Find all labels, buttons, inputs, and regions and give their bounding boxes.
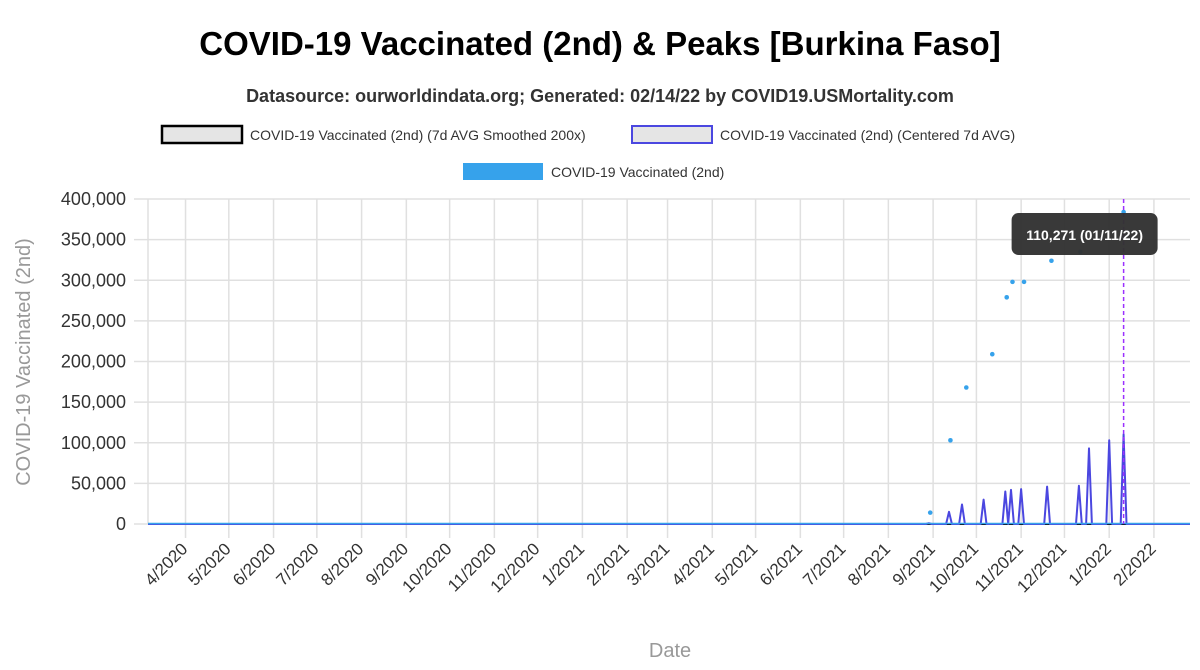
x-tick-label: 7/2020 bbox=[272, 539, 322, 589]
legend-swatch-centered[interactable] bbox=[631, 125, 713, 144]
x-tick-label: 2/2022 bbox=[1110, 539, 1160, 589]
x-tick-label: 1/2021 bbox=[538, 539, 588, 589]
daily-point bbox=[989, 351, 995, 357]
x-axis-label: Date bbox=[649, 640, 691, 662]
legend-swatch-smoothed[interactable] bbox=[160, 124, 244, 145]
x-tick-label: 4/2021 bbox=[668, 539, 718, 589]
x-tick-label: 7/2021 bbox=[799, 539, 849, 589]
legend-label-daily[interactable]: COVID-19 Vaccinated (2nd) bbox=[551, 164, 724, 180]
daily-point bbox=[964, 385, 969, 390]
x-tick-label: 6/2021 bbox=[756, 539, 806, 589]
daily-point bbox=[1004, 295, 1010, 300]
daily-point bbox=[948, 438, 953, 443]
x-tick-label: 5/2020 bbox=[184, 539, 234, 589]
legend-label-centered[interactable]: COVID-19 Vaccinated (2nd) (Centered 7d A… bbox=[720, 127, 1015, 143]
daily-point bbox=[1049, 258, 1054, 264]
x-tick-label: 8/2020 bbox=[317, 539, 367, 589]
legend-swatch-daily[interactable] bbox=[463, 163, 543, 180]
x-tick-label: 5/2021 bbox=[711, 539, 761, 589]
daily-point bbox=[1021, 279, 1027, 285]
y-tick-label: 0 bbox=[116, 514, 126, 534]
legend: COVID-19 Vaccinated (2nd) (7d AVG Smooth… bbox=[160, 124, 1015, 180]
daily-point bbox=[1010, 279, 1015, 285]
x-tick-label: 6/2020 bbox=[229, 539, 279, 589]
overlay: 110,271 (01/11/22) bbox=[1011, 199, 1158, 524]
x-axis-ticks: 4/20205/20206/20207/20208/20209/202010/2… bbox=[141, 539, 1160, 596]
y-tick-label: 50,000 bbox=[71, 473, 126, 493]
y-tick-label: 250,000 bbox=[61, 311, 126, 331]
chart-title: COVID-19 Vaccinated (2nd) & Peaks [Burki… bbox=[199, 25, 1000, 62]
x-tick-label: 8/2021 bbox=[844, 539, 894, 589]
daily-point bbox=[927, 510, 933, 515]
chart-subtitle: Datasource: ourworldindata.org; Generate… bbox=[246, 86, 954, 106]
tooltip-text: 110,271 (01/11/22) bbox=[1026, 227, 1143, 243]
x-tick-label: 3/2021 bbox=[623, 539, 673, 589]
y-tick-label: 350,000 bbox=[61, 230, 126, 250]
y-tick-label: 200,000 bbox=[61, 352, 126, 372]
y-tick-label: 300,000 bbox=[61, 270, 126, 290]
legend-label-smoothed[interactable]: COVID-19 Vaccinated (2nd) (7d AVG Smooth… bbox=[250, 127, 586, 143]
series bbox=[148, 209, 1190, 525]
y-tick-label: 100,000 bbox=[61, 433, 126, 453]
y-axis-label: COVID-19 Vaccinated (2nd) bbox=[13, 238, 35, 486]
series-centered-avg-line bbox=[148, 433, 1190, 525]
y-axis-ticks: 0 50,000 100,000 150,000 200,000 250,000 300,0… bbox=[61, 189, 126, 534]
grid bbox=[134, 198, 1190, 538]
y-tick-label: 400,000 bbox=[61, 189, 126, 209]
x-tick-label: 2/2021 bbox=[583, 539, 633, 589]
x-tick-label: 4/2020 bbox=[141, 539, 191, 589]
y-tick-label: 150,000 bbox=[61, 392, 126, 412]
x-tick-label: 1/2022 bbox=[1065, 539, 1115, 589]
tooltip-box bbox=[1011, 213, 1158, 255]
